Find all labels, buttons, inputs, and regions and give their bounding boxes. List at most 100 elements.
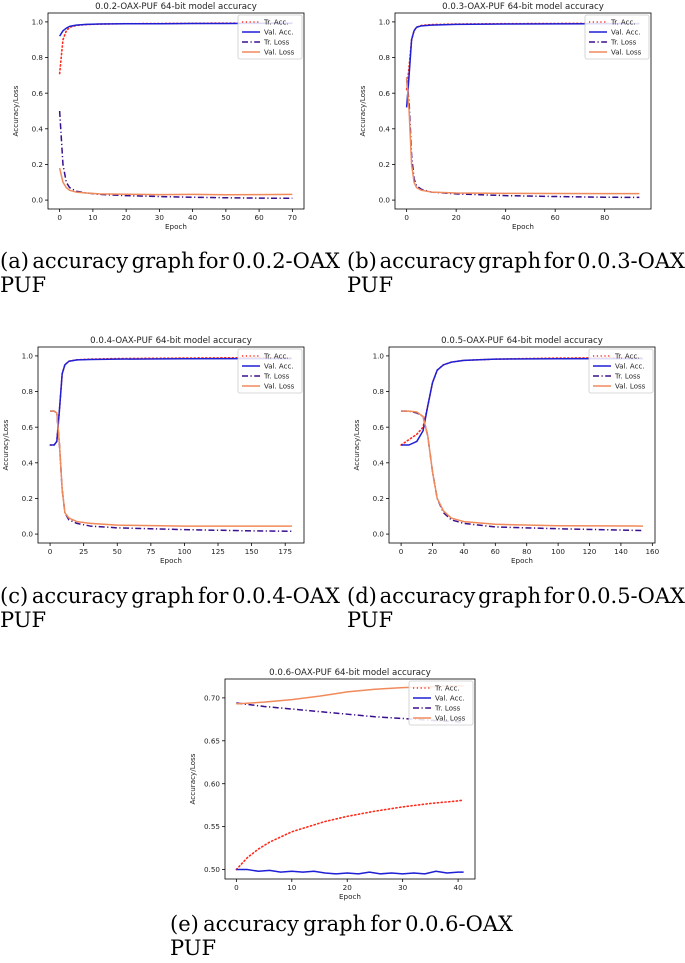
y-tick-label: 0.4: [22, 458, 34, 467]
series-line-val-loss: [405, 77, 640, 195]
y-tick-label: 0.55: [204, 822, 220, 831]
y-tick-label: 0.2: [22, 494, 33, 503]
x-tick-label: 70: [288, 213, 298, 222]
legend-label: Tr. Loss: [434, 705, 461, 713]
y-tick-label: 0.8: [373, 387, 385, 396]
legend-label: Tr. Acc.: [263, 19, 289, 27]
legend-label: Val. Acc.: [615, 363, 645, 371]
chart-b: 0.0.3-OAX-PUF 64-bit model accuracy 0 20 40…: [358, 2, 652, 231]
y-tick-label: 0.4: [373, 458, 385, 467]
legend-label: Tr. Acc.: [614, 353, 640, 361]
y-tick-label: 0.2: [373, 494, 384, 503]
x-tick-label: 10: [287, 883, 297, 892]
y-axis-label: Accuracy/Loss: [188, 753, 197, 804]
y-axis-label: Accuracy/Loss: [358, 85, 367, 136]
x-axis-label: Epoch: [339, 892, 361, 901]
caption-a: (a) accuracy graph for 0.0.2-OAX PUF: [0, 249, 340, 297]
caption-c: (c) accuracy graph for 0.0.4-OAX PUF: [0, 584, 340, 632]
x-tick-label: 40: [501, 213, 511, 222]
chart-panel-d: 0.0.5-OAX-PUF 64-bit model accuracy 0 20 40…: [347, 334, 685, 574]
plot-frame: [37, 346, 305, 544]
caption-b-line1: (b) accuracy graph for 0.0.3-OAX: [347, 249, 685, 273]
y-tick-label: 0.6: [373, 423, 385, 432]
x-tick-label: 140: [614, 547, 628, 556]
x-tick-label: 75: [146, 547, 155, 556]
y-tick-label: 0.4: [379, 124, 391, 133]
legend-label: Val. Acc.: [611, 29, 641, 37]
caption-d-line1: (d) accuracy graph for 0.0.5-OAX: [347, 584, 685, 608]
chart-panel-c: 0.0.4-OAX-PUF 64-bit model accuracy 0 25 50…: [0, 334, 345, 574]
series-line-val-acc: [236, 868, 464, 875]
chart-e: 0.0.6-OAX-PUF 64-bit model accuracy 0 10 20…: [188, 668, 476, 901]
legend-label: Val. Acc.: [264, 363, 294, 371]
x-tick-label: 30: [398, 883, 408, 892]
caption-d-line2: PUF: [347, 608, 394, 632]
x-tick-label: 50: [221, 213, 231, 222]
y-tick-label: 0.6: [32, 89, 44, 98]
series-line-val-acc: [405, 22, 640, 108]
legend-label: Tr. Acc.: [434, 685, 460, 693]
y-tick-label: 0.8: [32, 53, 44, 62]
x-tick-label: 150: [245, 547, 259, 556]
y-tick-label: 0.2: [32, 160, 43, 169]
y-axis-label: Accuracy/Loss: [11, 85, 20, 136]
plot-frame: [47, 12, 305, 210]
y-tick-label: 1.0: [22, 352, 34, 361]
y-tick-label: 0.2: [379, 160, 390, 169]
legend-label: Tr. Loss: [263, 39, 290, 47]
caption-a-line2: PUF: [0, 273, 47, 297]
x-tick-label: 60: [255, 213, 265, 222]
x-tick-label: 40: [459, 547, 469, 556]
y-tick-label: 0.65: [204, 736, 220, 745]
legend-box: [584, 14, 650, 60]
series-line-val-loss: [401, 410, 643, 527]
legend-label: Val. Loss: [264, 383, 295, 391]
x-tick-label: 100: [178, 547, 192, 556]
caption-c-line2: PUF: [0, 608, 47, 632]
x-tick-label: 160: [645, 547, 659, 556]
x-axis-label: Epoch: [160, 556, 182, 565]
x-tick-label: 100: [551, 547, 565, 556]
chart-title: 0.0.5-OAX-PUF 64-bit model accuracy: [441, 336, 603, 346]
x-tick-label: 10: [88, 213, 98, 222]
y-tick-label: 0.0: [379, 196, 391, 205]
y-tick-label: 0.0: [32, 196, 44, 205]
series-line-val-loss: [58, 167, 293, 196]
caption-b: (b) accuracy graph for 0.0.3-OAX PUF: [347, 249, 685, 297]
x-tick-label: 125: [211, 547, 225, 556]
series-line-tr-loss: [50, 410, 292, 532]
legend-label: Val. Acc.: [264, 29, 294, 37]
x-tick-label: 120: [583, 547, 597, 556]
x-tick-label: 60: [551, 213, 561, 222]
y-tick-label: 1.0: [373, 352, 385, 361]
y-tick-label: 0.6: [379, 89, 391, 98]
x-tick-label: 20: [343, 883, 353, 892]
legend-label: Val. Loss: [615, 383, 646, 391]
legend-box: [408, 680, 474, 726]
legend-label: Tr. Loss: [614, 373, 641, 381]
legend-label: Tr. Loss: [610, 39, 637, 47]
chart-a: 0.0.2-OAX-PUF 64-bit model accuracy 0 10 20…: [11, 2, 305, 231]
legend-label: Tr. Loss: [263, 373, 290, 381]
chart-panel-b: 0.0.3-OAX-PUF 64-bit model accuracy 0 20 40…: [347, 0, 685, 240]
series-line-tr-loss: [58, 110, 293, 200]
x-tick-label: 20: [122, 213, 132, 222]
chart-title: 0.0.4-OAX-PUF 64-bit model accuracy: [90, 336, 252, 346]
x-tick-label: 80: [600, 213, 610, 222]
chart-panel-e: 0.0.6-OAX-PUF 64-bit model accuracy 0 10 20…: [170, 664, 515, 914]
y-tick-label: 0.8: [22, 387, 34, 396]
y-tick-label: 0.0: [22, 530, 34, 539]
plot-frame: [224, 678, 476, 880]
x-tick-label: 20: [428, 547, 438, 556]
caption-e: (e) accuracy graph for 0.0.6-OAX PUF: [170, 912, 513, 960]
x-tick-label: 175: [278, 547, 292, 556]
chart-c: 0.0.4-OAX-PUF 64-bit model accuracy 0 25 50…: [1, 336, 305, 565]
x-axis-label: Epoch: [512, 222, 534, 231]
x-tick-label: 30: [155, 213, 165, 222]
legend-box: [237, 348, 303, 394]
chart-panel-a: 0.0.2-OAX-PUF 64-bit model accuracy 0 10 20…: [0, 0, 345, 240]
legend-label: Tr. Acc.: [263, 353, 289, 361]
chart-title: 0.0.6-OAX-PUF 64-bit model accuracy: [269, 668, 431, 678]
x-tick-label: 0: [234, 883, 239, 892]
x-tick-label: 80: [522, 547, 532, 556]
